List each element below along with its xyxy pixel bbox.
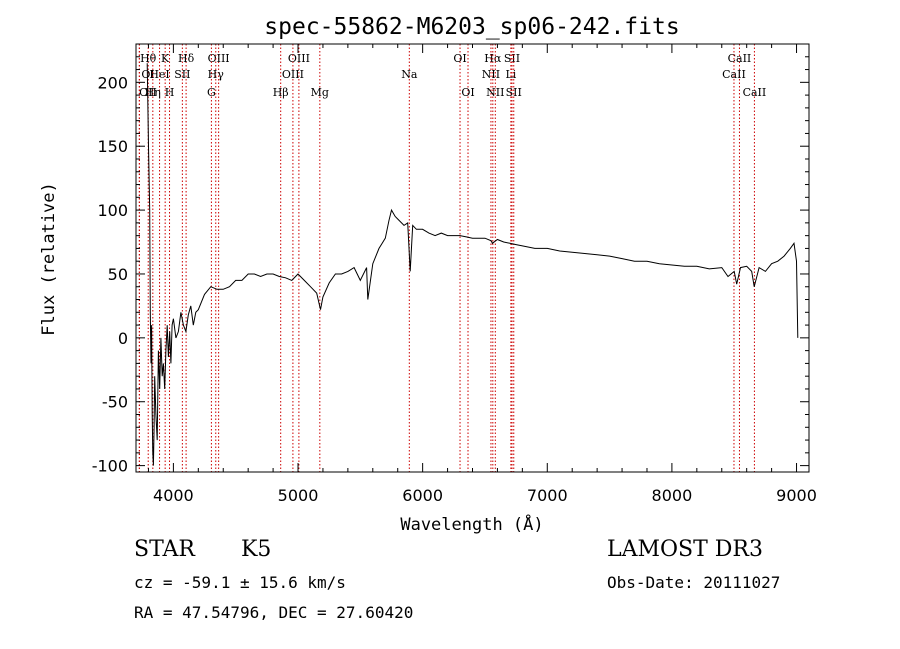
x-tick-label: 5000: [278, 486, 319, 505]
spectral-line-label: Hα: [484, 52, 502, 65]
spectral-line-label: CaII: [728, 52, 752, 65]
spectrum-line: [146, 63, 799, 466]
spectral-line-label: SII: [504, 52, 520, 65]
coordinates: RA = 47.54796, DEC = 27.60420: [134, 603, 414, 622]
y-tick-label: 100: [97, 201, 128, 220]
spectral-line-label: CaII: [722, 68, 746, 81]
y-tick-label: 150: [97, 137, 128, 156]
spectral-line-label: CaII: [743, 86, 767, 99]
velocity-readout: cz = -59.1 ± 15.6 km/s: [134, 573, 346, 592]
y-axis-label: Flux (relative): [39, 182, 59, 336]
y-tick-label: -100: [92, 457, 128, 476]
y-tick-label: 200: [97, 73, 128, 92]
x-tick-label: 8000: [652, 486, 693, 505]
y-tick-label: 0: [118, 329, 128, 348]
spectral-line-label: G: [207, 86, 216, 99]
survey-name: LAMOST DR3: [607, 537, 763, 562]
spectral-line-label: OIII: [208, 52, 230, 65]
spectral-subclass: K5: [241, 537, 272, 562]
spectral-line-label: Hθ: [140, 52, 157, 65]
spectral-line-label: Na: [401, 68, 418, 81]
spectral-line-label: OIII: [288, 52, 310, 65]
spectral-line-label: Hδ: [178, 52, 195, 65]
spectral-line-label: SII: [506, 86, 522, 99]
spectral-line-label: HeI: [149, 68, 169, 81]
spectral-line-label: SII: [174, 68, 190, 81]
plot-frame: [135, 43, 810, 473]
x-tick-label: 4000: [153, 486, 194, 505]
spectral-line-label: Hγ: [208, 68, 225, 81]
y-tick-label: -50: [102, 393, 128, 412]
spectral-line-label: OI: [461, 86, 474, 99]
axes: 4000 5000 6000 7000 8000 9000 -100 -50 0 50 100 150…: [92, 43, 817, 505]
x-tick-label: 7000: [527, 486, 568, 505]
spectral-line-label: H: [165, 86, 175, 99]
spectral-line-label: OIII: [282, 68, 304, 81]
spectral-line-label: OI: [453, 52, 466, 65]
x-tick-label: 9000: [776, 486, 817, 505]
x-tick-label: 6000: [402, 486, 443, 505]
spectral-line-label: NII: [486, 86, 504, 99]
spectral-line-label: Hβ: [273, 86, 289, 99]
obs-date: Obs-Date: 20111027: [607, 573, 781, 592]
y-tick-label: 50: [108, 265, 128, 284]
spectral-line-label: K: [161, 52, 170, 65]
chart-title: spec-55862-M6203_sp06-242.fits: [264, 14, 679, 40]
x-axis-label: Wavelength (Å): [400, 513, 543, 535]
spectral-line-label: OI: [141, 68, 154, 81]
spectral-line-label: Mg: [311, 86, 329, 99]
object-type: STAR: [134, 537, 195, 562]
spectral-line-label: Hη: [145, 86, 161, 99]
spectral-line-label: NII: [482, 68, 500, 81]
spectral-line-label: Li: [505, 68, 516, 81]
